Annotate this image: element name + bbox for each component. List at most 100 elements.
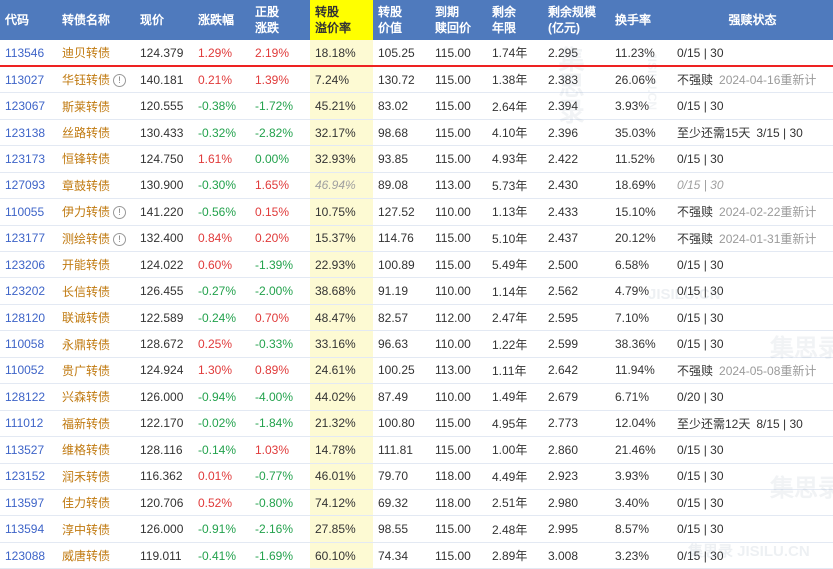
bond-name-link[interactable]: 兴森转债 <box>62 390 111 405</box>
bond-row-113527[interactable]: 113527 维格转债 128.116 -0.14% 1.03% 14.78% 111.81… <box>0 436 833 464</box>
bond-name-cell[interactable]: 丝路转债 <box>57 119 135 147</box>
remaining-years-cell: 4.10年 <box>487 119 543 147</box>
bond-name-link[interactable]: 华钰转债 <box>62 73 111 88</box>
bond-code-link[interactable]: 123138 <box>0 119 57 147</box>
bond-name-cell[interactable]: 斯莱转债 <box>57 92 135 120</box>
column-header-turnover[interactable]: 换手率 <box>610 0 672 40</box>
bond-name-cell[interactable]: 测绘转债! <box>57 225 135 253</box>
bond-name-link[interactable]: 威唐转债 <box>62 549 111 564</box>
info-icon[interactable]: ! <box>113 232 127 246</box>
bond-code-link[interactable]: 113527 <box>0 436 57 464</box>
column-header-stock_change[interactable]: 正股 涨跌 <box>250 0 310 40</box>
bond-code-link[interactable]: 123177 <box>0 225 57 253</box>
bond-name-link[interactable]: 润禾转债 <box>62 469 111 484</box>
bond-row-110055[interactable]: 110055 伊力转债! 141.220 -0.56% 0.15% 10.75% 127.5… <box>0 198 833 226</box>
bond-code-link[interactable]: 123173 <box>0 145 57 173</box>
bond-name-cell[interactable]: 永鼎转债 <box>57 330 135 358</box>
bond-code-link[interactable]: 127093 <box>0 172 57 200</box>
bond-name-cell[interactable]: 迪贝转债 <box>57 40 135 68</box>
bond-code-link[interactable]: 113594 <box>0 515 57 543</box>
bond-row-113027[interactable]: 113027 华钰转债! 140.181 0.21% 1.39% 7.24% 130.72 1… <box>0 66 833 94</box>
bond-row-123138[interactable]: 123138 丝路转债 130.433 -0.32% -2.82% 32.17% 98.68… <box>0 119 833 147</box>
bond-row-113597[interactable]: 113597 佳力转债 120.706 0.52% -0.80% 74.12% 69.32 1… <box>0 489 833 517</box>
bond-row-128120[interactable]: 128120 联诚转债 122.589 -0.24% 0.70% 48.47% 82.57 1… <box>0 304 833 332</box>
column-header-status[interactable]: 强赎状态 <box>672 0 833 40</box>
bond-name-link[interactable]: 长信转债 <box>62 284 111 299</box>
bond-code-link[interactable]: 123202 <box>0 277 57 305</box>
bond-row-113546[interactable]: 113546 迪贝转债 124.379 1.29% 2.19% 18.18% 105.25 1… <box>0 40 833 68</box>
bond-name-cell[interactable]: 维格转债 <box>57 436 135 464</box>
bond-code-link[interactable]: 110058 <box>0 330 57 358</box>
bond-name-link[interactable]: 永鼎转债 <box>62 337 111 352</box>
bond-name-link[interactable]: 佳力转债 <box>62 496 111 511</box>
info-icon[interactable]: ! <box>113 206 127 220</box>
bond-row-123202[interactable]: 123202 长信转债 126.455 -0.27% -2.00% 38.68% 91.19… <box>0 277 833 305</box>
column-header-change[interactable]: 涨跌幅 <box>193 0 250 40</box>
column-header-premium[interactable]: 转股 溢价率 <box>310 0 373 40</box>
bond-row-128122[interactable]: 128122 兴森转债 126.000 -0.94% -4.00% 44.02% 87.49… <box>0 383 833 411</box>
bond-row-123177[interactable]: 123177 测绘转债! 132.400 0.84% 0.20% 15.37% 114.76… <box>0 225 833 253</box>
bond-name-cell[interactable]: 恒锋转债 <box>57 145 135 173</box>
column-header-conv_value[interactable]: 转股 价值 <box>373 0 430 40</box>
bond-code-link[interactable]: 123206 <box>0 251 57 279</box>
bond-row-113594[interactable]: 113594 淳中转债 126.000 -0.91% -2.16% 27.85% 98.55… <box>0 515 833 543</box>
info-icon[interactable]: ! <box>113 74 127 88</box>
bond-name-link[interactable]: 章鼓转债 <box>62 178 111 193</box>
bond-code-link[interactable]: 128122 <box>0 383 57 411</box>
bond-name-cell[interactable]: 贵广转债 <box>57 357 135 385</box>
bond-name-link[interactable]: 福新转债 <box>62 416 111 431</box>
column-header-code[interactable]: 代码 <box>0 0 57 40</box>
bond-name-cell[interactable]: 威唐转债 <box>57 542 135 569</box>
column-header-redeem_price[interactable]: 到期 赎回价 <box>430 0 487 40</box>
column-header-price[interactable]: 现价 <box>135 0 193 40</box>
bond-name-link[interactable]: 斯莱转债 <box>62 99 111 114</box>
bond-name-cell[interactable]: 伊力转债! <box>57 198 135 226</box>
bond-row-110052[interactable]: 110052 贵广转债 124.924 1.30% 0.89% 24.61% 100.25 1… <box>0 357 833 385</box>
bond-name-link[interactable]: 开能转债 <box>62 258 111 273</box>
price-cell: 120.555 <box>135 92 193 120</box>
bond-row-110058[interactable]: 110058 永鼎转债 128.672 0.25% -0.33% 33.16% 96.63 1… <box>0 330 833 358</box>
bond-name-link[interactable]: 淳中转债 <box>62 522 111 537</box>
column-header-years[interactable]: 剩余 年限 <box>487 0 543 40</box>
bond-code-link[interactable]: 110052 <box>0 357 57 385</box>
bond-name-link[interactable]: 丝路转债 <box>62 126 111 141</box>
bond-name-cell[interactable]: 长信转债 <box>57 277 135 305</box>
premium-rate-cell: 18.18% <box>310 40 373 68</box>
change-pct-cell: -0.14% <box>193 436 250 464</box>
bond-row-127093[interactable]: 127093 章鼓转债 130.900 -0.30% 1.65% 46.94% 89.08 1… <box>0 172 833 200</box>
bond-code-link[interactable]: 111012 <box>0 410 57 438</box>
redeem-status-note: 8/15 | 30 <box>756 416 803 431</box>
bond-code-link[interactable]: 113597 <box>0 489 57 517</box>
bond-name-link[interactable]: 恒锋转债 <box>62 152 111 167</box>
bond-row-123206[interactable]: 123206 开能转债 124.022 0.60% -1.39% 22.93% 100.89… <box>0 251 833 279</box>
bond-name-cell[interactable]: 华钰转债! <box>57 66 135 94</box>
bond-name-link[interactable]: 联诚转债 <box>62 311 111 326</box>
bond-code-link[interactable]: 113546 <box>0 40 57 68</box>
bond-name-link[interactable]: 测绘转债 <box>62 231 111 246</box>
bond-name-cell[interactable]: 福新转债 <box>57 410 135 438</box>
bond-code-link[interactable]: 110055 <box>0 198 57 226</box>
bond-name-cell[interactable]: 开能转债 <box>57 251 135 279</box>
bond-name-cell[interactable]: 润禾转债 <box>57 463 135 490</box>
bond-row-123152[interactable]: 123152 润禾转债 116.362 0.01% -0.77% 46.01% 79.70 1… <box>0 463 833 490</box>
bond-code-link[interactable]: 113027 <box>0 66 57 94</box>
bond-code-link[interactable]: 128120 <box>0 304 57 332</box>
bond-name-cell[interactable]: 兴森转债 <box>57 383 135 411</box>
bond-row-123088[interactable]: 123088 威唐转债 119.011 -0.41% -1.69% 60.10% 74.34… <box>0 542 833 569</box>
bond-name-cell[interactable]: 章鼓转债 <box>57 172 135 200</box>
bond-name-cell[interactable]: 联诚转债 <box>57 304 135 332</box>
bond-code-link[interactable]: 123152 <box>0 463 57 490</box>
bond-name-link[interactable]: 迪贝转债 <box>62 46 111 61</box>
column-header-name[interactable]: 转债名称 <box>57 0 135 40</box>
bond-name-link[interactable]: 维格转债 <box>62 443 111 458</box>
bond-row-123067[interactable]: 123067 斯莱转债 120.555 -0.38% -1.72% 45.21% 83.02… <box>0 92 833 120</box>
bond-row-123173[interactable]: 123173 恒锋转债 124.750 1.61% 0.00% 32.93% 93.85 11… <box>0 145 833 173</box>
bond-name-link[interactable]: 贵广转债 <box>62 363 111 378</box>
bond-row-111012[interactable]: 111012 福新转债 122.170 -0.02% -1.84% 21.32% 100.8… <box>0 410 833 438</box>
column-header-size[interactable]: 剩余规模 (亿元) <box>543 0 610 40</box>
bond-name-link[interactable]: 伊力转债 <box>62 205 111 220</box>
bond-code-link[interactable]: 123088 <box>0 542 57 569</box>
bond-name-cell[interactable]: 佳力转债 <box>57 489 135 517</box>
bond-name-cell[interactable]: 淳中转债 <box>57 515 135 543</box>
bond-code-link[interactable]: 123067 <box>0 92 57 120</box>
